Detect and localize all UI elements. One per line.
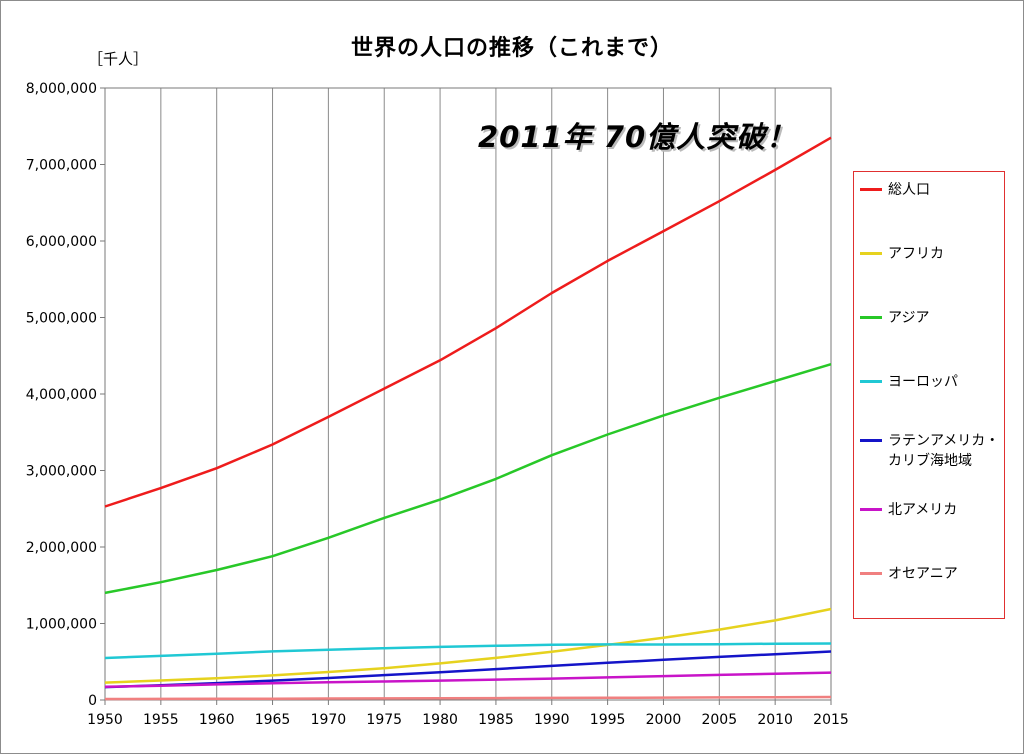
legend-label: 北アメリカ xyxy=(888,502,958,518)
y-tick-label: 0 xyxy=(88,693,97,709)
series-line-3 xyxy=(104,642,832,660)
grid-lines xyxy=(104,88,832,700)
x-tick-label: 1960 xyxy=(199,712,235,728)
legend-label: 総人口 xyxy=(888,182,930,198)
legend-item: アジア xyxy=(860,308,1004,328)
legend-item: アフリカ xyxy=(860,244,1004,264)
x-tick-label: 1975 xyxy=(366,712,402,728)
x-tick-label: 1965 xyxy=(255,712,291,728)
legend-item: オセアニア xyxy=(860,564,1004,584)
legend-swatch xyxy=(860,572,882,575)
y-tick-label: 2,000,000 xyxy=(26,540,97,556)
series-line-6 xyxy=(104,695,832,701)
series-lines xyxy=(104,136,832,701)
x-tick-label: 2005 xyxy=(701,712,737,728)
legend-label: ラテンアメリカ・カリブ海地域 xyxy=(888,433,1000,469)
legend-swatch xyxy=(860,316,882,319)
legend-swatch xyxy=(860,439,882,442)
x-tick-label: 2015 xyxy=(813,712,849,728)
legend-item: ヨーロッパ xyxy=(860,372,1004,392)
legend-item: 北アメリカ xyxy=(860,500,1004,520)
annotation-7-billion: 2011年 70億人突破！ xyxy=(478,120,797,154)
x-tick-label: 1950 xyxy=(87,712,123,728)
legend-label: オセアニア xyxy=(888,566,958,582)
y-tick-label: 5,000,000 xyxy=(26,311,97,327)
legend-label: ヨーロッパ xyxy=(888,374,958,390)
series-line-5 xyxy=(104,671,832,689)
legend-swatch xyxy=(860,188,882,191)
legend-label: アジア xyxy=(888,310,930,326)
y-tick-label: 8,000,000 xyxy=(26,81,97,97)
x-tick-label: 1995 xyxy=(590,712,626,728)
legend-item: ラテンアメリカ・カリブ海地域 xyxy=(860,431,1004,471)
tick-labels: 0 1,000,000 2,000,000 3,000,000 4,000,000 5,0… xyxy=(26,81,849,728)
x-tick-label: 1970 xyxy=(311,712,347,728)
x-tick-label: 2010 xyxy=(757,712,793,728)
axes xyxy=(100,87,832,705)
legend-item: 総人口 xyxy=(860,180,1004,200)
plot-border xyxy=(104,87,832,701)
x-tick-label: 1990 xyxy=(534,712,570,728)
x-tick-label: 1980 xyxy=(422,712,458,728)
y-tick-label: 3,000,000 xyxy=(26,464,97,480)
y-axis-unit: ［千人］ xyxy=(88,50,149,68)
legend: 総人口アフリカアジアヨーロッパラテンアメリカ・カリブ海地域北アメリカオセアニア xyxy=(853,171,1005,619)
series-line-1 xyxy=(104,607,832,684)
legend-swatch xyxy=(860,508,882,511)
y-tick-label: 6,000,000 xyxy=(26,234,97,250)
x-tick-label: 1985 xyxy=(478,712,514,728)
y-tick-label: 4,000,000 xyxy=(26,387,97,403)
series-line-0 xyxy=(104,136,832,508)
series-line-4 xyxy=(104,650,832,689)
x-tick-label: 1955 xyxy=(143,712,179,728)
chart-title: 世界の人口の推移（これまで） xyxy=(350,36,673,61)
y-tick-label: 1,000,000 xyxy=(26,617,97,633)
y-tick-label: 7,000,000 xyxy=(26,158,97,174)
legend-swatch xyxy=(860,252,882,255)
x-tick-label: 2000 xyxy=(646,712,682,728)
legend-label: アフリカ xyxy=(888,246,944,262)
series-line-2 xyxy=(104,363,832,595)
legend-swatch xyxy=(860,380,882,383)
